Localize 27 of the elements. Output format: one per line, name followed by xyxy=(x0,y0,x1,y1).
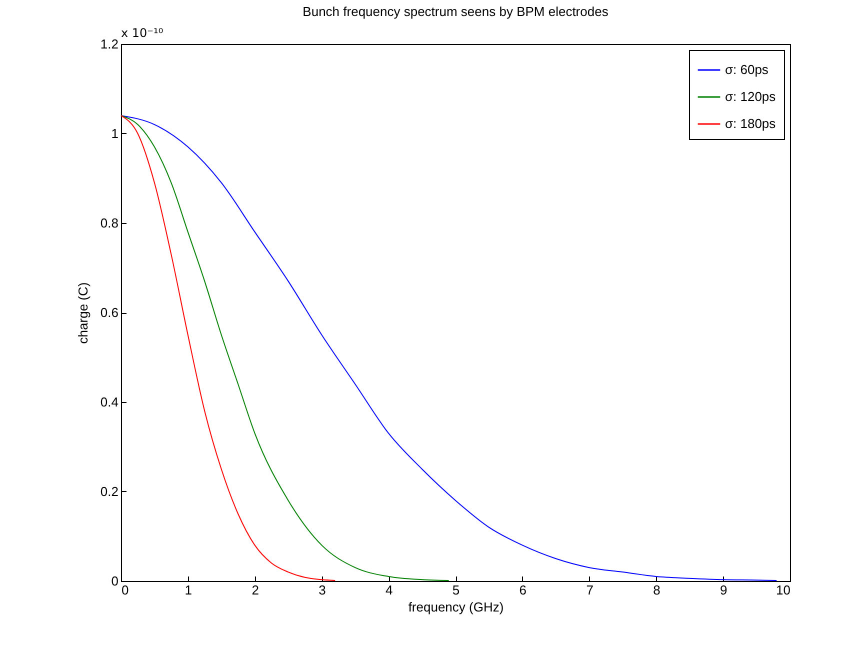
x-axis-title: frequency (GHz) xyxy=(408,600,504,614)
x-tick-label: 3 xyxy=(318,582,326,598)
y-tick-label: 1.2 xyxy=(100,36,118,52)
line-series xyxy=(120,115,778,582)
x-tick-label: 2 xyxy=(252,582,259,598)
x-tick-label: 7 xyxy=(586,582,594,598)
x-tick-label: 4 xyxy=(385,582,393,598)
x-tick-label: 0 xyxy=(122,582,129,598)
y-tick-label: 1 xyxy=(111,126,118,141)
text: x 10⁻¹⁰ xyxy=(121,26,164,40)
x-tick-label: 6 xyxy=(519,582,527,598)
x-tick-label: 10 xyxy=(776,582,790,598)
line-series xyxy=(120,115,450,582)
y-tick-label: 0.6 xyxy=(100,305,118,320)
y-tick-label: 0.2 xyxy=(100,484,118,499)
x-tick-label: 8 xyxy=(653,582,660,598)
x-tick-label: 5 xyxy=(452,582,460,598)
line-series xyxy=(120,115,336,582)
y-tick-label: 0.4 xyxy=(100,394,118,410)
x-tick-label: 9 xyxy=(720,582,728,598)
legend-label: σ: 120ps xyxy=(725,89,776,104)
y-tick-label: 0.8 xyxy=(100,216,118,230)
x-tick-label: 1 xyxy=(184,582,192,598)
y-axis-title: charge (C) xyxy=(75,282,90,344)
legend-label: σ: 60ps xyxy=(725,62,769,77)
legend-label: σ: 180ps xyxy=(725,116,776,131)
chart-title: Bunch frequency spectrum seens by BPM electrodes xyxy=(302,4,609,19)
